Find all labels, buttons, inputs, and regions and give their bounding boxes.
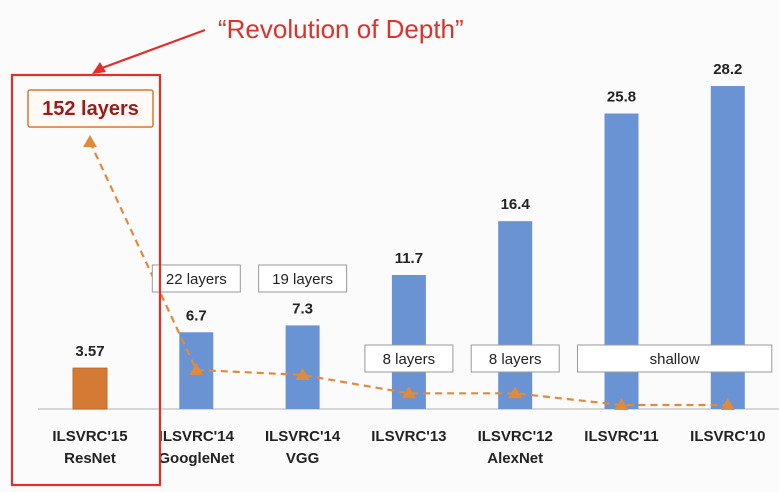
highlight-frame — [10, 73, 162, 487]
depth-marker-2 — [295, 367, 310, 380]
layer-label-box-4 — [577, 344, 773, 373]
x-tick-label-2-1: VGG — [286, 450, 319, 467]
title-arrow-head-icon — [92, 62, 106, 74]
depth-marker-3 — [401, 386, 416, 399]
depth-marker-4 — [508, 386, 523, 399]
bar-value-label-1: 6.7 — [186, 307, 207, 324]
x-tick-label-0-1: ResNet — [64, 450, 116, 467]
bar-2 — [285, 325, 320, 409]
bar-value-label-2: 7.3 — [292, 300, 313, 317]
bar-value-label-4: 16.4 — [501, 196, 531, 213]
layer-label-box-1 — [258, 264, 348, 293]
depth-marker-1 — [189, 362, 204, 375]
x-tick-label-1-1: GoogleNet — [158, 450, 234, 467]
x-tick-label-4-1: AlexNet — [487, 450, 543, 467]
x-tick-label-4-0: ILSVRC'12 — [478, 428, 553, 445]
bar-value-label-3: 11.7 — [395, 250, 423, 267]
highlight-label-box — [27, 89, 154, 128]
layer-label-box-2 — [364, 344, 454, 373]
layer-label-box-3 — [470, 344, 560, 373]
bar-value-label-6: 28.2 — [713, 61, 742, 78]
layer-label-1: 19 layers — [272, 271, 333, 288]
x-tick-label-5-0: ILSVRC'11 — [584, 428, 658, 445]
layer-label-4: shallow — [650, 351, 700, 368]
x-tick-label-3-0: ILSVRC'13 — [371, 428, 446, 445]
depth-marker-6 — [720, 398, 735, 410]
bar-value-label-0: 3.57 — [75, 343, 104, 360]
x-tick-label-6-0: ILSVRC'10 — [690, 428, 765, 445]
x-tick-label-2-0: ILSVRC'14 — [265, 428, 341, 445]
layer-label-2: 8 layers — [383, 351, 436, 368]
depth-marker-5 — [614, 398, 629, 410]
layer-label-0: 22 layers — [166, 271, 227, 288]
layer-label-3: 8 layers — [489, 351, 542, 368]
title-arrow-line — [101, 28, 206, 70]
chart-title: “Revolution of Depth” — [218, 14, 464, 44]
bar-value-label-5: 25.8 — [607, 89, 636, 106]
x-tick-label-1-0: ILSVRC'14 — [159, 428, 235, 445]
layer-label-box-0 — [151, 264, 241, 293]
x-tick-label-0-0: ILSVRC'15 — [52, 428, 127, 445]
bar-4 — [498, 221, 533, 409]
highlight-label: 152 layers — [42, 98, 139, 120]
bar-0 — [72, 367, 108, 410]
depth-marker-0 — [83, 135, 97, 147]
